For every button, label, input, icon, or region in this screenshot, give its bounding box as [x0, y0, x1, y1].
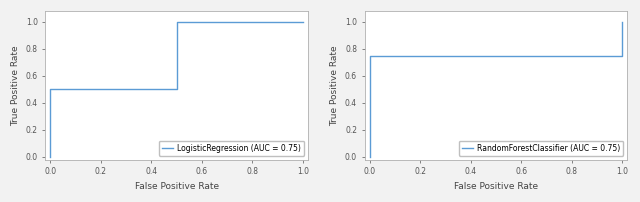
LogisticRegression (AUC = 0.75): [173, 88, 180, 91]
X-axis label: False Positive Rate: False Positive Rate: [454, 182, 538, 191]
LogisticRegression (AUC = 0.75): [47, 88, 54, 91]
RandomForestClassifier (AUC = 0.75): [366, 156, 374, 158]
LogisticRegression (AUC = 0.75): [173, 21, 180, 23]
RandomForestClassifier (AUC = 0.75): [366, 55, 374, 57]
LogisticRegression (AUC = 0.75): [47, 156, 54, 158]
RandomForestClassifier (AUC = 0.75): [618, 55, 626, 57]
Legend: LogisticRegression (AUC = 0.75): LogisticRegression (AUC = 0.75): [159, 141, 304, 156]
Legend: RandomForestClassifier (AUC = 0.75): RandomForestClassifier (AUC = 0.75): [459, 141, 623, 156]
Line: LogisticRegression (AUC = 0.75): LogisticRegression (AUC = 0.75): [51, 22, 303, 157]
Line: RandomForestClassifier (AUC = 0.75): RandomForestClassifier (AUC = 0.75): [370, 22, 622, 157]
X-axis label: False Positive Rate: False Positive Rate: [134, 182, 219, 191]
RandomForestClassifier (AUC = 0.75): [618, 21, 626, 23]
LogisticRegression (AUC = 0.75): [299, 21, 307, 23]
Y-axis label: True Positive Rate: True Positive Rate: [330, 45, 339, 126]
Y-axis label: True Positive Rate: True Positive Rate: [11, 45, 20, 126]
